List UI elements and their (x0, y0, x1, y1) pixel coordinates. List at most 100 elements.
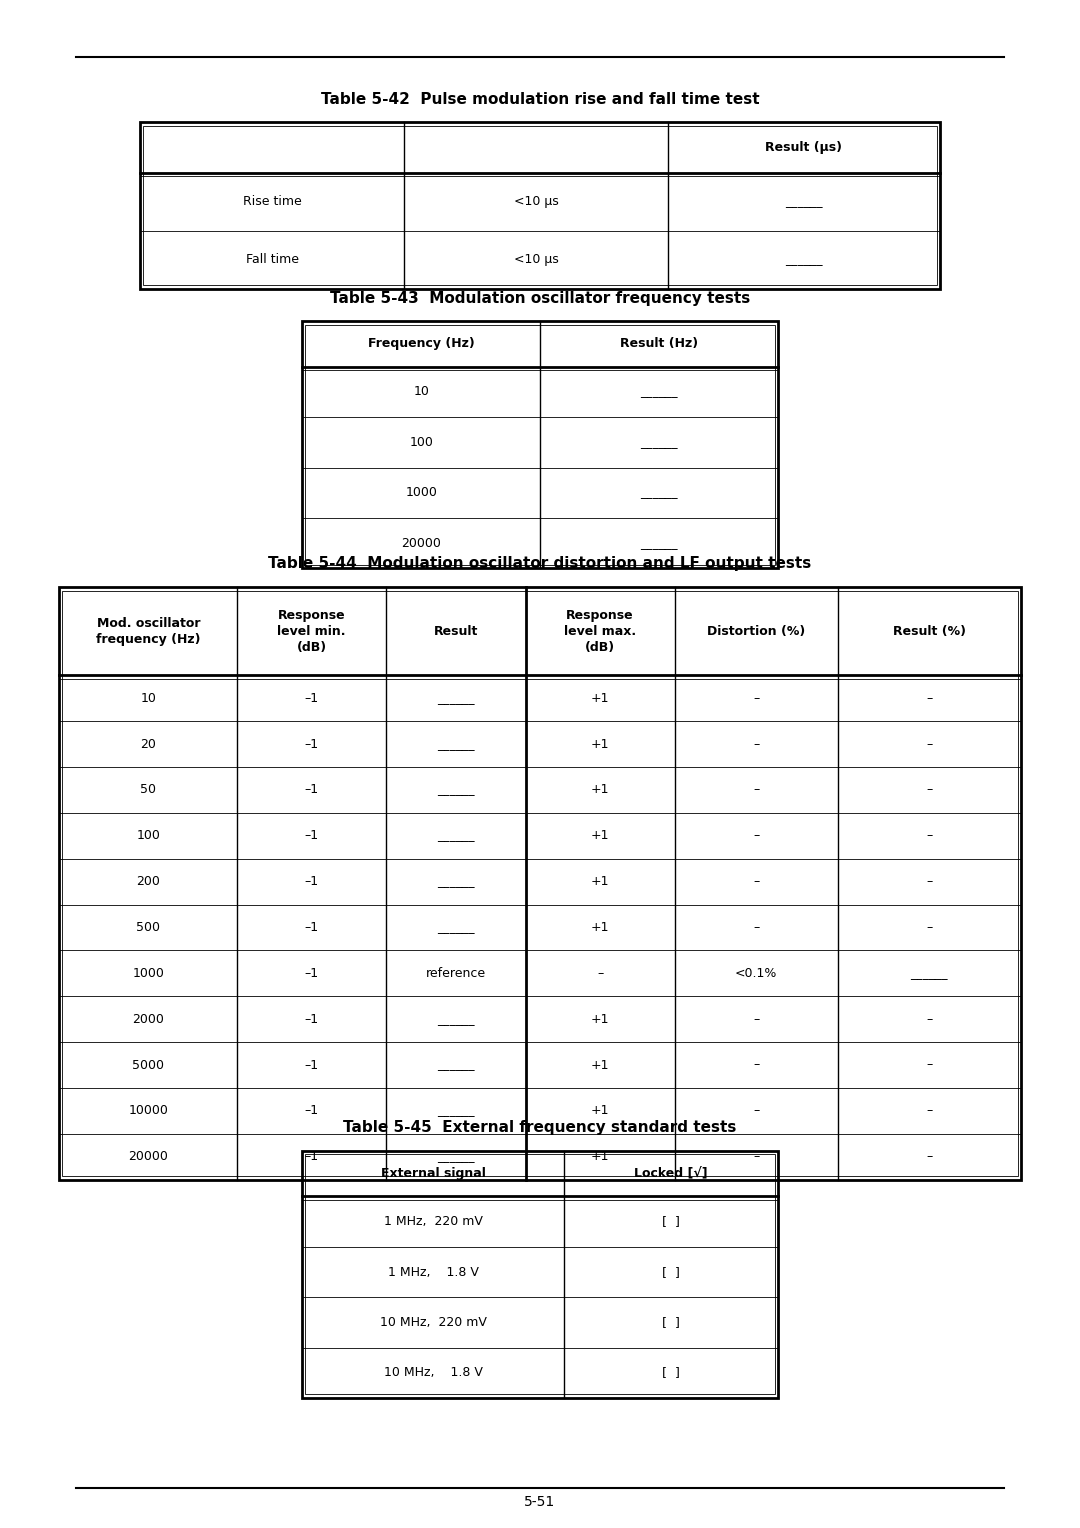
Text: –: – (753, 1105, 759, 1117)
Text: –: – (927, 738, 932, 750)
Text: –: – (927, 1059, 932, 1071)
Text: –1: –1 (305, 1059, 319, 1071)
Text: ______: ______ (437, 830, 474, 842)
Text: –: – (753, 738, 759, 750)
Text: 10: 10 (140, 692, 157, 704)
Text: ______: ______ (437, 1105, 474, 1117)
Text: ______: ______ (437, 692, 474, 704)
Text: Mod. oscillator
frequency (Hz): Mod. oscillator frequency (Hz) (96, 617, 201, 645)
Text: 200: 200 (136, 876, 160, 888)
Text: [  ]: [ ] (662, 1316, 679, 1329)
Text: 10000: 10000 (129, 1105, 168, 1117)
Text: –1: –1 (305, 1105, 319, 1117)
Text: <10 μs: <10 μs (514, 196, 558, 208)
Bar (143, 125, 936, 284)
Text: 1 MHz,    1.8 V: 1 MHz, 1.8 V (388, 1265, 478, 1279)
Text: 10: 10 (414, 385, 429, 399)
Bar (302, 321, 778, 568)
Text: –: – (927, 921, 932, 934)
Text: Distortion (%): Distortion (%) (707, 625, 806, 637)
Text: 5000: 5000 (133, 1059, 164, 1071)
Text: External signal: External signal (380, 1167, 486, 1180)
Text: ______: ______ (640, 435, 677, 449)
Text: [  ]: [ ] (662, 1215, 679, 1229)
Text: –: – (927, 784, 932, 796)
Text: Table 5-44  Modulation oscillator distortion and LF output tests: Table 5-44 Modulation oscillator distort… (268, 556, 812, 571)
Text: Result (μs): Result (μs) (766, 141, 842, 154)
Text: –: – (927, 876, 932, 888)
Text: –1: –1 (305, 738, 319, 750)
Text: +1: +1 (591, 1151, 609, 1163)
Text: 2000: 2000 (133, 1013, 164, 1025)
Text: –1: –1 (305, 967, 319, 979)
Text: –: – (927, 692, 932, 704)
Text: ______: ______ (437, 738, 474, 750)
Text: ______: ______ (640, 385, 677, 399)
Text: 20000: 20000 (129, 1151, 168, 1163)
Text: ______: ______ (437, 921, 474, 934)
Text: 5-51: 5-51 (525, 1494, 555, 1510)
Bar (140, 122, 940, 289)
Text: Table 5-43  Modulation oscillator frequency tests: Table 5-43 Modulation oscillator frequen… (329, 290, 751, 306)
Text: –1: –1 (305, 692, 319, 704)
Text: ______: ______ (785, 196, 823, 208)
Text: –: – (753, 830, 759, 842)
Text: –1: –1 (305, 830, 319, 842)
Text: –1: –1 (305, 1013, 319, 1025)
Text: –: – (753, 921, 759, 934)
Text: –: – (927, 1105, 932, 1117)
Text: 10 MHz,  220 mV: 10 MHz, 220 mV (380, 1316, 486, 1329)
Text: +1: +1 (591, 1013, 609, 1025)
Text: +1: +1 (591, 921, 609, 934)
Text: +1: +1 (591, 1059, 609, 1071)
Text: reference: reference (426, 967, 486, 979)
Text: +1: +1 (591, 784, 609, 796)
Text: –1: –1 (305, 784, 319, 796)
Text: 1 MHz,  220 mV: 1 MHz, 220 mV (383, 1215, 483, 1229)
Text: –: – (753, 784, 759, 796)
Text: –1: –1 (305, 1151, 319, 1163)
Text: ______: ______ (437, 1013, 474, 1025)
Text: –: – (753, 1151, 759, 1163)
Text: [  ]: [ ] (662, 1366, 679, 1380)
Text: –: – (753, 692, 759, 704)
Text: ______: ______ (640, 486, 677, 500)
Text: ______: ______ (437, 1151, 474, 1163)
Text: –: – (753, 876, 759, 888)
Bar (306, 1155, 775, 1394)
Text: Result (%): Result (%) (893, 625, 966, 637)
Text: <0.1%: <0.1% (735, 967, 778, 979)
Bar (63, 591, 1017, 1177)
Text: +1: +1 (591, 692, 609, 704)
Text: Table 5-42  Pulse modulation rise and fall time test: Table 5-42 Pulse modulation rise and fal… (321, 92, 759, 107)
Text: ______: ______ (910, 967, 948, 979)
Text: –: – (927, 830, 932, 842)
Text: Response
level min.
(dB): Response level min. (dB) (278, 608, 346, 654)
Text: +1: +1 (591, 876, 609, 888)
Text: 100: 100 (136, 830, 160, 842)
Text: +1: +1 (591, 1105, 609, 1117)
Text: Fall time: Fall time (246, 254, 299, 266)
Text: –: – (753, 1059, 759, 1071)
Text: –: – (753, 1013, 759, 1025)
Text: ______: ______ (437, 876, 474, 888)
Text: Rise time: Rise time (243, 196, 301, 208)
Bar (59, 587, 1021, 1180)
Bar (306, 325, 775, 565)
Text: Frequency (Hz): Frequency (Hz) (368, 338, 474, 350)
Text: Locked [√]: Locked [√] (634, 1167, 707, 1180)
Text: 1000: 1000 (405, 486, 437, 500)
Bar (302, 1151, 778, 1398)
Text: <10 μs: <10 μs (514, 254, 558, 266)
Text: 1000: 1000 (133, 967, 164, 979)
Text: ______: ______ (785, 254, 823, 266)
Text: –: – (597, 967, 604, 979)
Text: 10 MHz,    1.8 V: 10 MHz, 1.8 V (383, 1366, 483, 1380)
Text: Response
level max.
(dB): Response level max. (dB) (564, 608, 636, 654)
Text: +1: +1 (591, 830, 609, 842)
Text: 500: 500 (136, 921, 160, 934)
Text: 20: 20 (140, 738, 157, 750)
Text: 100: 100 (409, 435, 433, 449)
Text: ______: ______ (437, 784, 474, 796)
Text: –1: –1 (305, 876, 319, 888)
